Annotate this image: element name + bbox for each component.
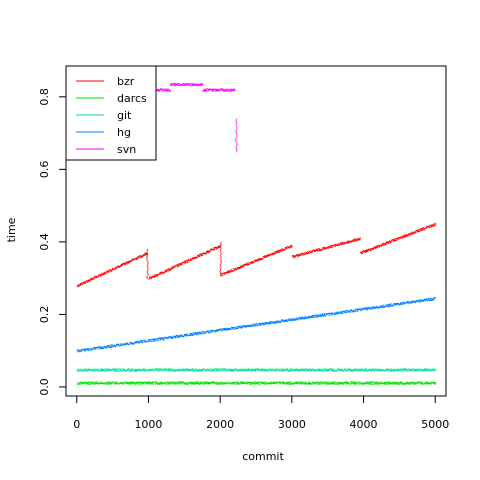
- series-hg: [76, 297, 437, 353]
- y-tick-label-0: 0.0: [38, 378, 51, 396]
- y-tick-label-4: 0.8: [38, 88, 51, 106]
- series-svn-segment-1: [170, 82, 204, 87]
- y-tick-label-1: 0.2: [38, 306, 51, 324]
- x-tick-label-5: 5000: [421, 418, 449, 431]
- data-points: [76, 82, 437, 385]
- series-git: [76, 368, 437, 372]
- legend-box: [65, 65, 157, 161]
- series-bzr-segment-5: [291, 237, 361, 259]
- series-bzr-segment-4: [220, 244, 293, 277]
- series-bzr-segment-3: [219, 241, 222, 276]
- legend-label-hg: hg: [117, 126, 131, 139]
- y-axis-label: time: [5, 217, 18, 242]
- series-bzr-segment-6: [360, 222, 437, 255]
- legend: bzr darcs git hg svn: [65, 65, 157, 161]
- x-tick-label-0: 0: [73, 418, 80, 431]
- series-bzr-segment-1: [146, 249, 149, 280]
- series-darcs: [76, 381, 437, 385]
- series-bzr: [76, 222, 437, 288]
- legend-label-svn: svn: [117, 143, 136, 156]
- legend-label-git: git: [117, 109, 132, 122]
- legend-label-bzr: bzr: [117, 75, 135, 88]
- series-hg-segment-0: [76, 297, 437, 353]
- series-bzr-segment-2: [148, 244, 222, 281]
- x-tick-label-4: 4000: [350, 418, 378, 431]
- x-tick-label-3: 3000: [278, 418, 306, 431]
- series-darcs-segment-0: [76, 381, 437, 385]
- x-tick-label-1: 1000: [134, 418, 162, 431]
- series-svn-segment-2: [202, 88, 236, 92]
- y-tick-label-2: 0.4: [38, 233, 51, 251]
- x-axis-label: commit: [242, 450, 284, 463]
- y-axis: 0.0 0.2 0.4 0.6 0.8: [38, 88, 67, 396]
- series-bzr-segment-0: [76, 252, 148, 288]
- x-tick-label-2: 2000: [206, 418, 234, 431]
- series-git-segment-0: [76, 368, 437, 372]
- series-svn-segment-3: [235, 118, 238, 153]
- x-axis: 0 1000 2000 3000 4000 5000: [73, 395, 449, 431]
- y-tick-label-3: 0.6: [38, 161, 51, 179]
- legend-label-darcs: darcs: [117, 92, 147, 105]
